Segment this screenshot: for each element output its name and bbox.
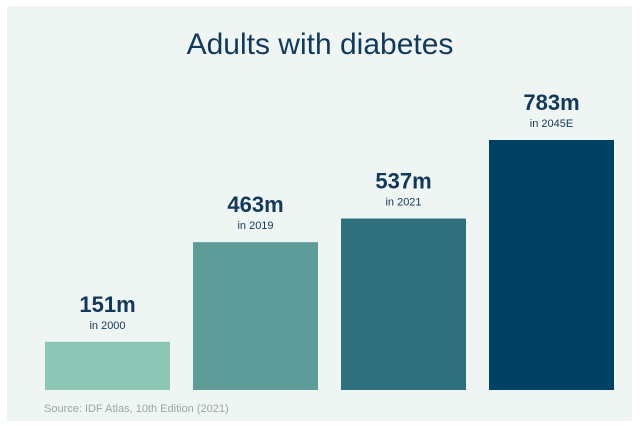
bar-0 bbox=[45, 341, 170, 390]
bar-3 bbox=[489, 140, 614, 390]
bar-category-label-0: in 2000 bbox=[89, 320, 125, 332]
bar-1 bbox=[193, 242, 318, 390]
bar-2 bbox=[341, 218, 466, 390]
source-note: Source: IDF Atlas, 10th Edition (2021) bbox=[44, 403, 229, 415]
chart-title: Adults with diabetes bbox=[186, 28, 454, 61]
bar-category-label-1: in 2019 bbox=[237, 220, 273, 232]
bar-value-label-3: 783m bbox=[523, 90, 579, 115]
bar-value-label-0: 151m bbox=[79, 292, 135, 317]
bar-value-label-2: 537m bbox=[375, 169, 431, 194]
bar-category-label-2: in 2021 bbox=[385, 197, 421, 209]
bar-value-label-1: 463m bbox=[227, 192, 283, 217]
bar-category-label-3: in 2045E bbox=[530, 118, 573, 130]
